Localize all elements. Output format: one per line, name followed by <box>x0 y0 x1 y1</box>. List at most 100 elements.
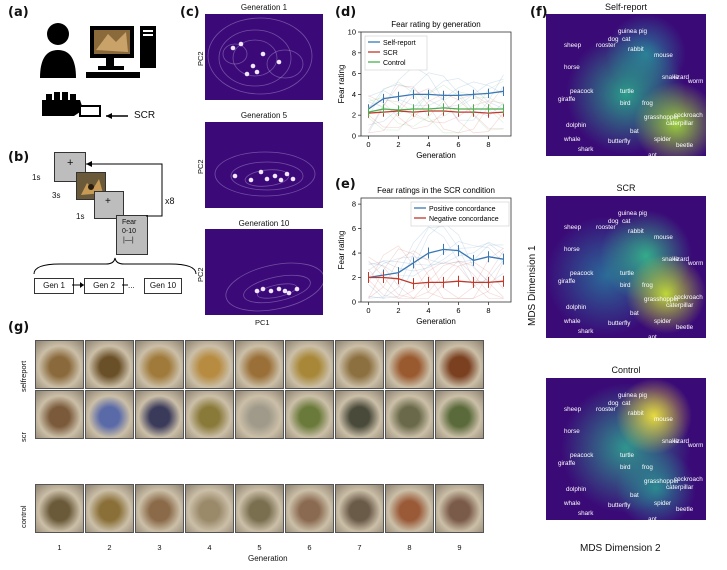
mds-word: spider <box>654 500 672 507</box>
mds-word: sheep <box>564 224 582 231</box>
generated-image <box>135 484 184 533</box>
generated-image <box>185 484 234 533</box>
image-grid-xlabel: Generation <box>248 554 288 563</box>
timing-1s-second: 1s <box>76 212 85 221</box>
rating-scale-icon: |—| <box>123 237 134 244</box>
gen-box-10: Gen 10 <box>144 278 182 294</box>
fixation-screen-2: + <box>94 191 124 219</box>
mds-word: lizard <box>674 438 690 445</box>
mds-word: rabbit <box>628 410 644 417</box>
mds-word: rabbit <box>628 228 644 235</box>
generated-image <box>435 390 484 439</box>
mds-word: lizard <box>674 74 690 81</box>
generated-image <box>35 340 84 389</box>
individual-trace <box>368 248 504 299</box>
panel-label-f: (f) <box>530 5 548 20</box>
generation-number: 3 <box>157 543 162 552</box>
x-tick-label: 2 <box>396 140 400 149</box>
pc-title-gen5: Generation 5 <box>240 111 288 120</box>
fear-rating-screen: Fear 0-10 |—| <box>116 215 148 255</box>
mds-word: dog <box>608 400 619 407</box>
fixation-cross-icon: + <box>67 157 74 169</box>
individual-trace <box>368 85 504 134</box>
x-tick-label: 8 <box>486 306 490 315</box>
computer-tower-icon <box>140 26 156 68</box>
plot-frame <box>360 197 512 303</box>
mds-word: whale <box>564 318 581 325</box>
mds-word: lizard <box>674 256 690 263</box>
individual-trace <box>368 93 504 130</box>
row-label-scr: scr <box>19 432 28 442</box>
mds-word: frog <box>642 100 653 107</box>
fixation-cross-icon-2: + <box>105 196 111 207</box>
mds-word: worm <box>688 78 704 85</box>
individual-trace <box>368 245 504 299</box>
series-line <box>368 90 504 110</box>
generated-image <box>435 340 484 389</box>
individual-trace <box>368 84 504 131</box>
panel-label-g: (g) <box>8 320 30 335</box>
mds-word: frog <box>642 282 653 289</box>
density-blob <box>626 254 706 334</box>
mds-word: bird <box>620 282 631 289</box>
repeat-count: x8 <box>165 196 175 206</box>
gen-arrows <box>72 282 128 288</box>
generation-number: 7 <box>357 543 362 552</box>
mds-word: peacock <box>570 270 594 277</box>
chart-fear-by-generation: Fear rating by generation 0 2 4 6 8 0 2 4 6 8 10 Gen… <box>337 20 512 160</box>
mds-word: caterpillar <box>666 302 694 309</box>
mds-word: butterfly <box>608 320 631 327</box>
series-line <box>368 276 504 285</box>
gen-box-1: Gen 1 <box>34 278 74 294</box>
pc-title-gen1: Generation 1 <box>240 3 288 12</box>
hand-icon <box>42 100 82 116</box>
mds-word: spider <box>654 136 672 143</box>
legend-label: Negative concordance <box>429 216 499 223</box>
series-line <box>368 107 504 113</box>
mds-word: beetle <box>676 506 694 513</box>
mds-title-scr: SCR <box>616 183 636 193</box>
loop-arrow <box>86 161 163 217</box>
mds-word: caterpillar <box>666 120 694 127</box>
mds-word: frog <box>642 464 653 471</box>
panel-label-e: (e) <box>335 177 356 192</box>
mds-word: dolphin <box>566 122 587 129</box>
mds-word: snake <box>662 438 679 445</box>
x-tick-label: 2 <box>396 306 400 315</box>
experiment-setup-illustration <box>40 23 156 119</box>
mds-word: mouse <box>654 52 673 59</box>
individual-trace <box>368 72 504 126</box>
panel-label-a: (a) <box>8 5 29 20</box>
pc-point <box>230 45 236 51</box>
x-axis-label: Generation <box>416 151 456 160</box>
mds-word: giraffe <box>558 460 576 467</box>
density-blob <box>616 378 692 454</box>
mds-word: dog <box>608 218 619 225</box>
generation-number: 4 <box>207 543 212 552</box>
y-axis-label: Fear rating <box>337 65 346 104</box>
series-line <box>368 110 504 114</box>
mds-word: guinea pig <box>618 392 648 399</box>
y-axis-label: Fear rating <box>337 231 346 270</box>
y-tick-label: 0 <box>352 298 356 307</box>
y-tick-label: 2 <box>352 273 356 282</box>
person-body-icon <box>40 50 76 78</box>
gen-ellipsis: ... <box>128 281 135 290</box>
generated-image <box>185 390 234 439</box>
generated-image <box>435 484 484 533</box>
mds-word: sheep <box>564 42 582 49</box>
mds-word: peacock <box>570 88 594 95</box>
chart-fear-scr-condition: Fear ratings in the SCR condition 0 2 4 6 8 0 2… <box>337 186 512 326</box>
mds-word: bat <box>630 310 639 317</box>
x-tick-label: 8 <box>486 140 490 149</box>
generated-image <box>35 390 84 439</box>
generated-image <box>285 340 334 389</box>
generated-image <box>35 484 84 533</box>
pc-plot-gen5 <box>205 122 323 208</box>
mds-map-scr: guinea pig dog cat sheep rooster rabbit mouse h… <box>546 196 706 338</box>
mds-word: spider <box>654 318 672 325</box>
generation-number: 5 <box>257 543 262 552</box>
person-head-icon <box>47 23 69 45</box>
generated-image <box>235 340 284 389</box>
plot-frame <box>360 31 512 137</box>
